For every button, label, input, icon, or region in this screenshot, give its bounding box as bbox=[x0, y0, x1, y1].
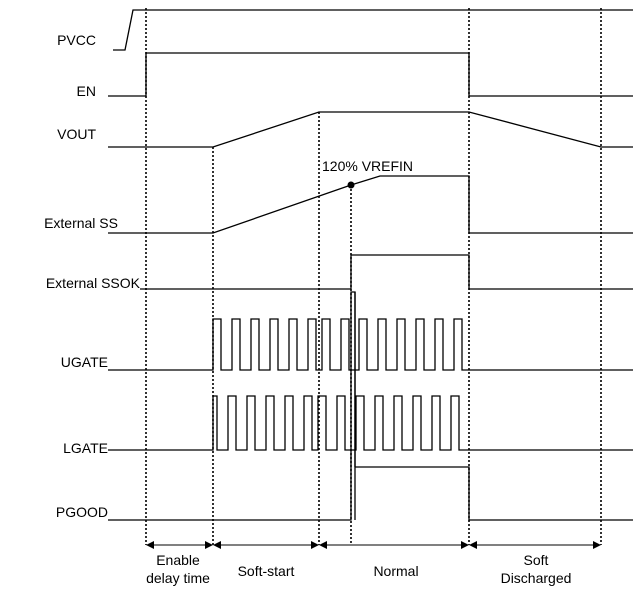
waveform-external-ssok bbox=[140, 254, 633, 290]
waveform-vout bbox=[108, 111, 633, 148]
arrow-soft-start-head bbox=[311, 541, 319, 549]
arrow-discharge-head bbox=[469, 541, 477, 549]
waveform-pvcc bbox=[113, 9, 633, 51]
waveform-pgood-high bbox=[355, 466, 633, 521]
label-lgate: LGATE bbox=[63, 440, 108, 456]
phase-enable-label-2: delay time bbox=[146, 570, 210, 586]
arrow-normal-head bbox=[461, 541, 469, 549]
phase-normal-label: Normal bbox=[373, 563, 418, 579]
arrow-normal-head bbox=[319, 541, 327, 549]
arrow-soft-start-head bbox=[213, 541, 221, 549]
label-external-ssok: External SSOK bbox=[46, 275, 141, 291]
annotation-120-vrefin: 120% VREFIN bbox=[322, 158, 413, 174]
waveform-ugate bbox=[108, 318, 633, 371]
phase-enable-label-1: Enable bbox=[156, 552, 200, 568]
label-external-ss: External SS bbox=[44, 215, 118, 231]
arrow-enable-head bbox=[205, 541, 213, 549]
phase-arrows bbox=[146, 541, 601, 549]
phase-soft-label-1: Soft bbox=[524, 552, 549, 568]
arrow-enable-head bbox=[146, 541, 154, 549]
label-ugate: UGATE bbox=[61, 354, 108, 370]
waveform-external-ss bbox=[108, 175, 633, 234]
label-vout: VOUT bbox=[57, 126, 96, 142]
label-pvcc: PVCC bbox=[57, 32, 96, 48]
label-en: EN bbox=[77, 83, 96, 99]
label-pgood: PGOOD bbox=[56, 504, 108, 520]
arrow-discharge-head bbox=[593, 541, 601, 549]
phase-soft-start-label: Soft-start bbox=[238, 563, 295, 579]
waveform-en bbox=[108, 52, 633, 97]
phase-soft-label-2: Discharged bbox=[501, 570, 572, 586]
waveform-lgate bbox=[108, 395, 633, 451]
